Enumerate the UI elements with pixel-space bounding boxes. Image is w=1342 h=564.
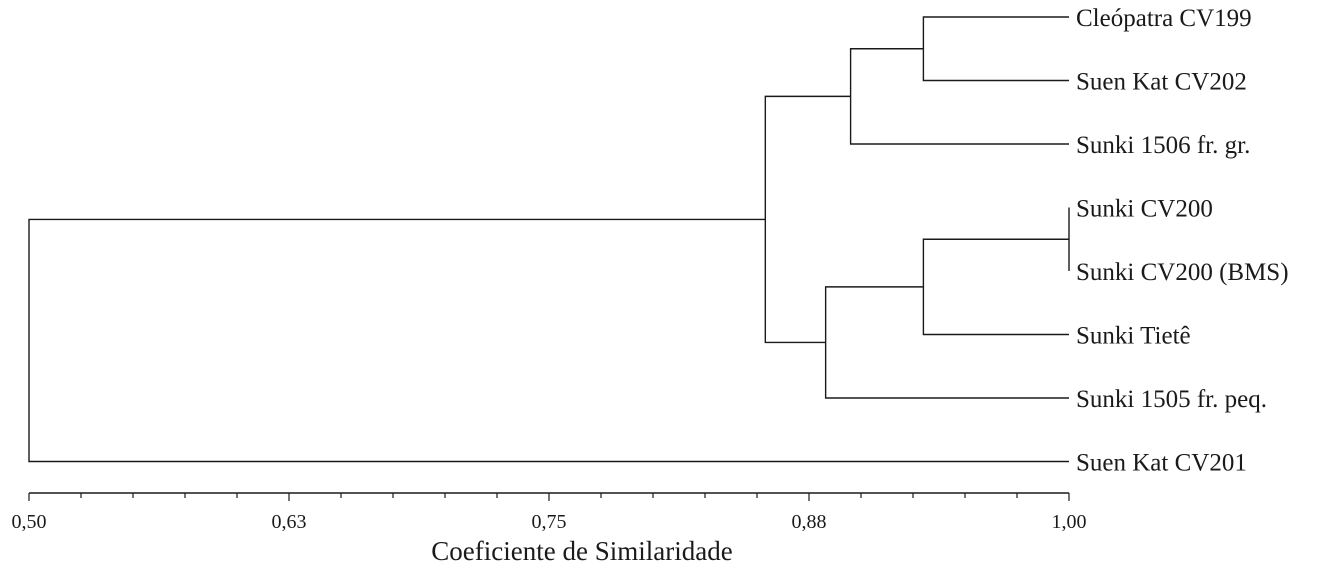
leaf-label: Sunki 1506 fr. gr. bbox=[1076, 132, 1250, 159]
x-axis: 0,50 0,63 0,75 0,88 1,00 bbox=[12, 492, 1087, 533]
leaf-label: Sunki CV200 (BMS) bbox=[1076, 259, 1289, 286]
x-tick-label: 1,00 bbox=[1052, 511, 1087, 533]
dendrogram-branch bbox=[922, 16, 1069, 82]
dendrogram-branch bbox=[28, 218, 1069, 463]
leaf-labels: Cleópatra CV199 Suen Kat CV202 Sunki 1506 … bbox=[1076, 5, 1289, 477]
leaf-label: Suen Kat CV202 bbox=[1076, 69, 1247, 96]
dendrogram-branch bbox=[849, 48, 1069, 145]
x-axis-tick-labels: 0,50 0,63 0,75 0,88 1,00 bbox=[12, 511, 1087, 533]
x-axis-title: Coeficiente de Similaridade bbox=[431, 536, 732, 564]
x-tick-label: 0,63 bbox=[272, 511, 307, 533]
dendrogram-branches bbox=[28, 16, 1070, 463]
dendrogram-branch bbox=[824, 286, 1069, 399]
dendrogram-branch bbox=[922, 238, 1069, 336]
leaf-label: Suen Kat CV201 bbox=[1076, 450, 1247, 477]
x-axis-ticks bbox=[28, 493, 1070, 501]
leaf-label: Cleópatra CV199 bbox=[1076, 5, 1252, 32]
x-tick-label: 0,50 bbox=[12, 511, 47, 533]
leaf-label: Sunki CV200 bbox=[1076, 196, 1213, 223]
leaf-label: Sunki Tietê bbox=[1076, 323, 1191, 350]
dendrogram-branch bbox=[764, 95, 851, 344]
leaf-label: Sunki 1505 fr. peq. bbox=[1076, 386, 1267, 413]
x-tick-label: 0,75 bbox=[532, 511, 567, 533]
x-tick-label: 0,88 bbox=[792, 511, 827, 533]
